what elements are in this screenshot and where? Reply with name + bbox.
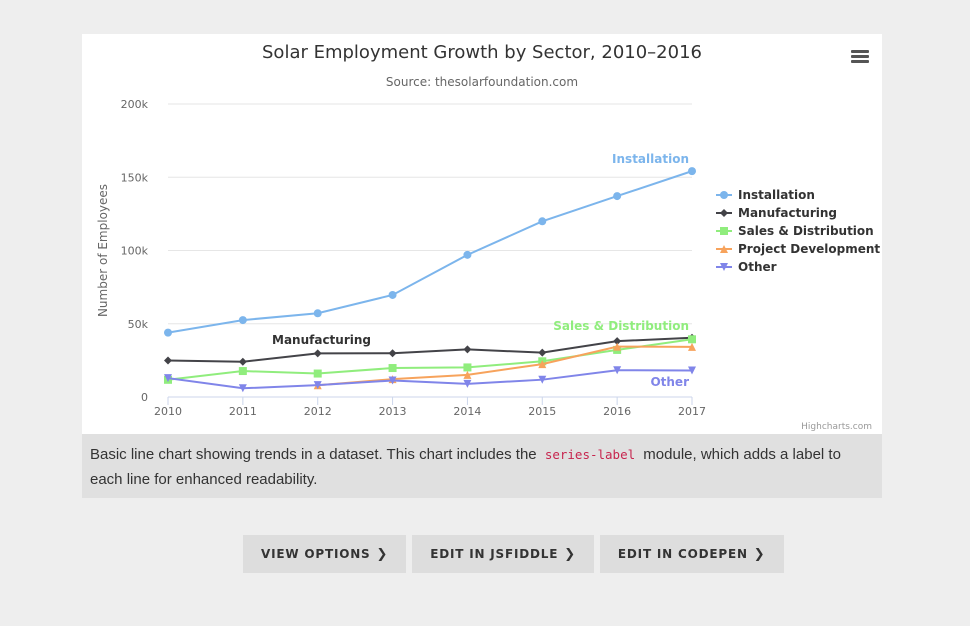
y-axis-title: Number of Employees: [96, 184, 110, 317]
edit-in-codepen-button[interactable]: EDIT IN CODEPEN ❯: [599, 535, 784, 573]
button-row: VIEW OPTIONS ❯ EDIT IN JSFIDDLE ❯ EDIT I…: [243, 535, 784, 573]
legend-item: Sales & Distribution: [716, 224, 874, 238]
legend-marker: [720, 245, 728, 253]
data-point: [688, 342, 696, 351]
legend-label: Other: [738, 260, 777, 274]
y-tick-label: 150k: [121, 171, 149, 184]
y-tick-label: 200k: [121, 98, 149, 111]
data-point: [688, 167, 696, 176]
legend-label: Manufacturing: [738, 206, 837, 220]
x-tick-label: 2017: [678, 405, 706, 418]
series-other: [164, 366, 696, 393]
edit-in-jsfiddle-button[interactable]: EDIT IN JSFIDDLE ❯: [412, 535, 594, 573]
y-tick-label: 50k: [128, 318, 149, 331]
description-text-before: Basic line chart showing trends in a dat…: [90, 446, 537, 463]
description-code: series-label: [544, 447, 636, 462]
legend-marker: [720, 263, 728, 271]
legend-marker: [720, 209, 728, 217]
line-chart: Solar Employment Growth by Sector, 2010–…: [96, 42, 880, 432]
data-point: [238, 357, 247, 366]
legend-label: Project Development: [738, 242, 880, 256]
series-line: [167, 170, 693, 334]
data-point: [313, 349, 322, 358]
x-tick-label: 2010: [154, 405, 182, 418]
data-point: [688, 366, 696, 375]
x-tick-label: 2014: [453, 405, 481, 418]
series-label: Sales & Distribution: [553, 319, 689, 333]
data-point: [313, 369, 322, 378]
data-point: [463, 345, 472, 354]
x-tick-label: 2015: [528, 405, 556, 418]
data-point: [538, 348, 547, 357]
data-point: [463, 250, 472, 259]
data-point: [613, 192, 622, 201]
x-tick-label: 2012: [304, 405, 332, 418]
data-point: [613, 337, 622, 346]
chart-description: Basic line chart showing trends in a dat…: [82, 434, 882, 498]
data-point: [388, 349, 397, 358]
x-tick-label: 2013: [379, 405, 407, 418]
data-point: [164, 374, 172, 383]
data-point: [238, 367, 247, 376]
chevron-right-icon: ❯: [376, 546, 389, 562]
legend-label: Installation: [738, 188, 815, 202]
y-tick-label: 100k: [121, 245, 149, 258]
data-point: [538, 360, 547, 369]
data-point: [313, 309, 322, 318]
chart-subtitle: Source: thesolarfoundation.com: [386, 75, 578, 89]
x-tick-label: 2016: [603, 405, 631, 418]
series-label: Manufacturing: [272, 333, 371, 347]
legend-item: Project Development: [716, 242, 880, 256]
data-point: [313, 381, 322, 390]
data-point: [238, 316, 247, 325]
chevron-right-icon: ❯: [753, 546, 766, 562]
data-point: [388, 364, 397, 373]
description-text-after: module, which adds a label to each line …: [90, 446, 841, 488]
data-point: [388, 376, 397, 385]
data-point: [463, 370, 472, 379]
chart-title: Solar Employment Growth by Sector, 2010–…: [262, 42, 702, 63]
legend-item: Installation: [716, 188, 815, 202]
data-point: [538, 375, 547, 384]
data-point: [613, 342, 622, 351]
data-point: [388, 290, 397, 299]
data-point: [688, 335, 696, 344]
chevron-right-icon: ❯: [564, 546, 576, 562]
edit-in-codepen-label: EDIT IN CODEPEN: [617, 547, 748, 561]
hamburger-menu-icon[interactable]: [848, 48, 872, 68]
series-line: [167, 369, 693, 390]
edit-in-jsfiddle-label: EDIT IN JSFIDDLE: [430, 547, 559, 561]
series-installation: [164, 167, 696, 337]
legend-label: Sales & Distribution: [738, 224, 874, 238]
y-tick-label: 0: [141, 391, 148, 404]
series-line: [317, 345, 693, 387]
x-tick-label: 2011: [229, 405, 257, 418]
data-point: [463, 363, 472, 372]
data-point: [463, 379, 472, 388]
credits-link: Highcharts.com: [801, 422, 872, 432]
data-point: [613, 366, 622, 375]
legend: Installation Manufacturing Sales & Distrib…: [716, 188, 880, 274]
chart-container: Solar Employment Growth by Sector, 2010–…: [82, 34, 882, 434]
series-label: Other: [650, 375, 689, 389]
legend-item: Manufacturing: [716, 206, 837, 220]
view-options-button[interactable]: VIEW OPTIONS ❯: [243, 535, 407, 573]
series-line: [167, 336, 693, 363]
series-label: Installation: [612, 152, 689, 166]
legend-marker: [720, 191, 728, 199]
data-point: [538, 217, 547, 226]
data-point: [164, 356, 172, 365]
data-point: [238, 384, 247, 393]
data-point: [164, 328, 172, 337]
legend-marker: [720, 227, 728, 235]
legend-item: Other: [716, 260, 777, 274]
view-options-label: VIEW OPTIONS: [261, 547, 371, 561]
series-line: [167, 338, 693, 381]
